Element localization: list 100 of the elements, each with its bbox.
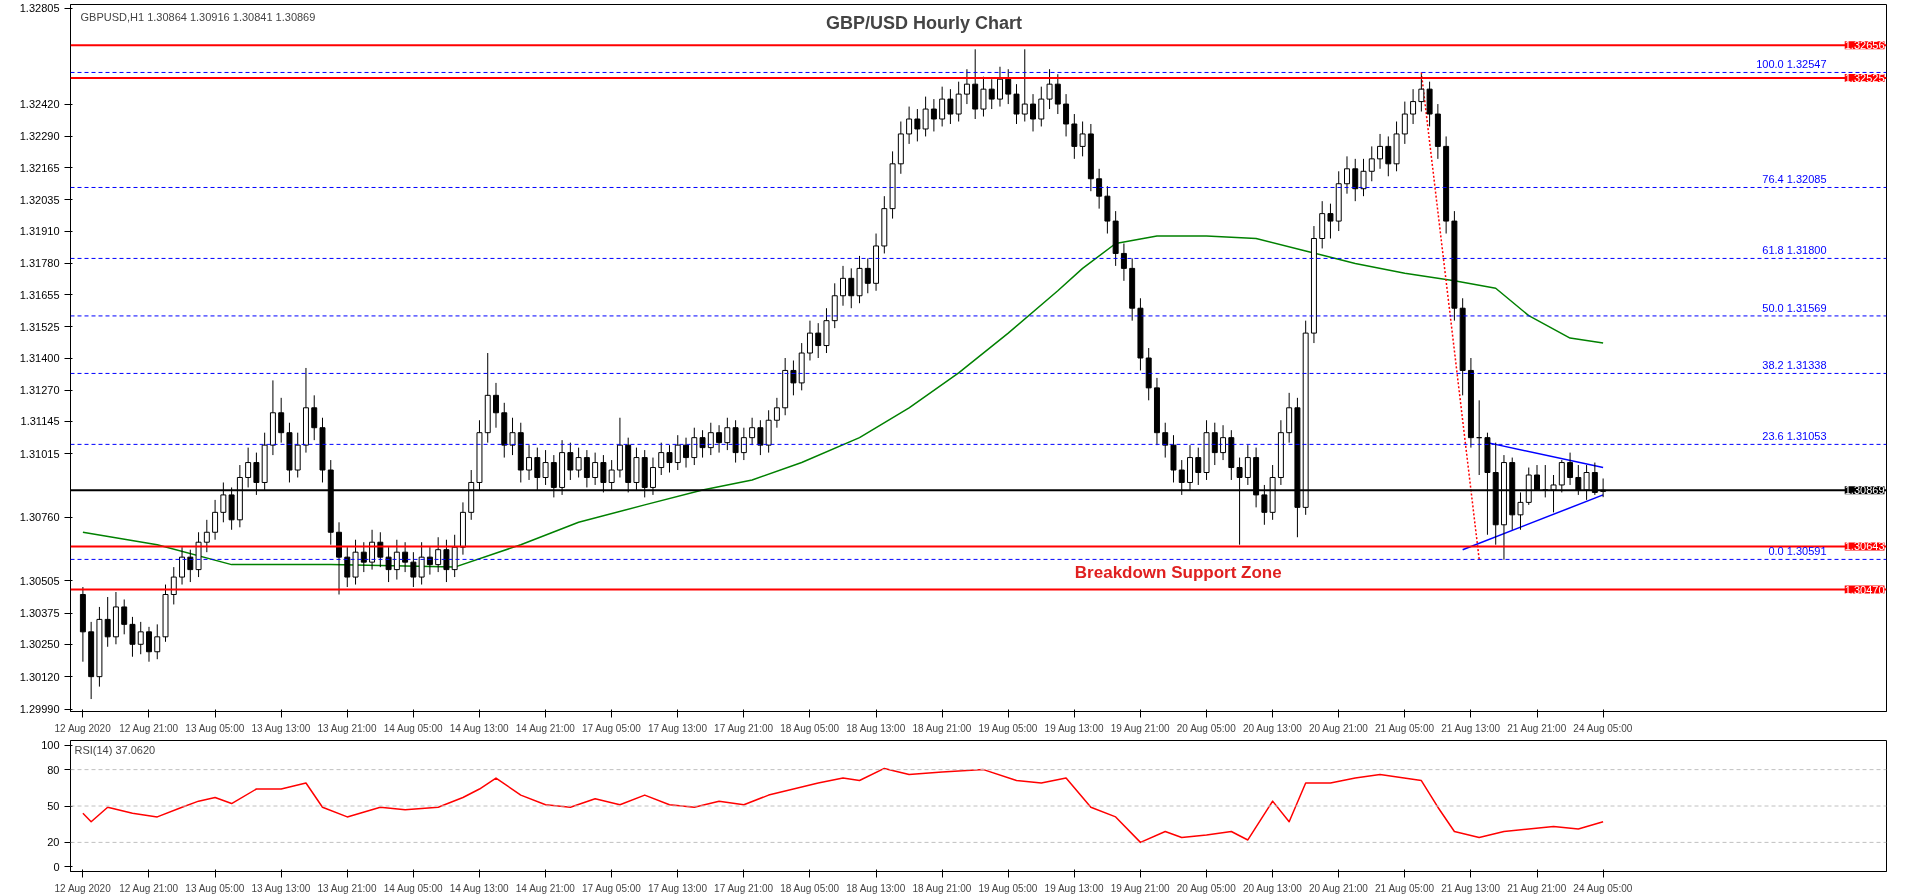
candlestick — [815, 322, 822, 359]
candlestick — [773, 397, 780, 429]
x-tick-label: 20 Aug 13:00 — [1242, 722, 1303, 734]
x-tick-label: 13 Aug 21:00 — [317, 882, 377, 894]
x-tick-label: 12 Aug 2020 — [54, 722, 112, 734]
ref-line-label: 0.0 1.30591 — [1768, 545, 1827, 558]
candlestick — [963, 68, 970, 105]
candlestick — [1410, 88, 1417, 125]
candlestick — [757, 419, 764, 456]
candlestick — [575, 447, 582, 478]
candlestick — [1030, 93, 1037, 132]
x-tick-label: 18 Aug 21:00 — [912, 882, 972, 894]
candlestick — [187, 549, 194, 583]
y-tick-label: 1.32420 — [19, 98, 60, 111]
candlestick — [1096, 168, 1103, 210]
candlestick — [930, 98, 937, 132]
candlestick — [435, 536, 442, 573]
y-tick-label: 50 — [47, 800, 60, 812]
candlestick — [1385, 135, 1392, 177]
candlestick — [410, 551, 417, 588]
candlestick — [840, 265, 846, 307]
y-tick-label: 80 — [47, 763, 60, 776]
x-tick-label: 20 Aug 21:00 — [1308, 882, 1369, 894]
y-tick-label: 1.32290 — [19, 130, 60, 143]
x-tick-label: 20 Aug 05:00 — [1176, 882, 1237, 894]
x-tick-label: 14 Aug 05:00 — [383, 722, 444, 734]
x-tick-label: 21 Aug 13:00 — [1441, 882, 1501, 894]
candlestick — [1046, 68, 1053, 110]
y-tick-label: 1.30120 — [19, 670, 60, 683]
y-tick-label: 1.31270 — [19, 384, 60, 397]
candlestick — [542, 449, 549, 486]
x-tick-label: 19 Aug 13:00 — [1044, 882, 1104, 894]
x-tick-label: 19 Aug 13:00 — [1044, 722, 1104, 734]
candlestick — [311, 394, 318, 441]
chart-title: GBP/USD Hourly Chart — [826, 12, 1023, 33]
candlestick — [360, 541, 367, 573]
candlestick — [1162, 422, 1169, 459]
y-tick-label: 1.29990 — [19, 703, 60, 716]
candlestick — [179, 546, 186, 586]
ref-line-label: 1.30869 — [1844, 484, 1885, 497]
candlestick — [848, 267, 855, 309]
x-tick-label: 17 Aug 13:00 — [648, 722, 708, 734]
candlestick — [1038, 86, 1045, 127]
line-series — [82, 767, 1604, 844]
x-tick-label: 17 Aug 05:00 — [581, 722, 642, 734]
ref-line-label: 1.30643 — [1844, 540, 1885, 553]
candlestick — [393, 539, 400, 581]
candlestick — [567, 442, 574, 481]
candlestick — [154, 623, 161, 660]
candlestick — [699, 429, 706, 459]
candlestick — [724, 417, 731, 451]
x-tick-label: 17 Aug 13:00 — [648, 882, 708, 894]
candlestick — [1567, 452, 1574, 486]
x-tick-label: 20 Aug 13:00 — [1242, 882, 1303, 894]
x-tick-label: 20 Aug 05:00 — [1176, 722, 1237, 734]
x-tick-label: 21 Aug 13:00 — [1441, 722, 1501, 734]
candlestick — [104, 596, 111, 648]
x-tick-label: 19 Aug 05:00 — [978, 722, 1038, 734]
candlestick — [1211, 422, 1218, 466]
x-tick-label: 19 Aug 05:00 — [978, 882, 1038, 894]
y-tick-label: 1.32805 — [19, 2, 60, 15]
x-tick-label: 18 Aug 13:00 — [846, 882, 906, 894]
candlestick — [583, 449, 590, 488]
candlestick — [1352, 158, 1359, 202]
candlestick — [988, 78, 995, 110]
annotation: Breakdown Support Zone — [1074, 563, 1282, 583]
candlestick — [1054, 73, 1061, 115]
candlestick — [1244, 444, 1251, 486]
y-tick-label: 1.31655 — [19, 288, 60, 301]
x-tick-label: 12 Aug 2020 — [54, 882, 112, 894]
ref-line-label: 23.6 1.31053 — [1762, 430, 1827, 443]
candlestick — [1005, 68, 1012, 105]
candlestick — [592, 452, 599, 486]
candlestick — [666, 444, 673, 474]
x-tick-label: 12 Aug 21:00 — [119, 722, 179, 734]
candlestick — [716, 424, 723, 454]
x-tick-label: 17 Aug 05:00 — [581, 882, 642, 894]
candlestick — [1344, 155, 1350, 195]
candlestick — [170, 566, 177, 605]
x-tick-label: 13 Aug 13:00 — [251, 722, 311, 734]
annotation: GBPUSD,H1 1.30864 1.30916 1.30841 1.30869 — [80, 10, 316, 23]
x-tick-label: 14 Aug 05:00 — [383, 882, 444, 894]
x-tick-label: 17 Aug 21:00 — [714, 882, 774, 894]
x-tick-label: 14 Aug 21:00 — [515, 882, 576, 894]
candlestick — [658, 442, 665, 476]
x-tick-label: 13 Aug 13:00 — [251, 882, 311, 894]
candlestick — [683, 437, 689, 469]
candlestick — [1079, 121, 1086, 157]
candlestick — [1220, 424, 1227, 461]
candlestick — [790, 359, 797, 396]
x-tick-label: 18 Aug 05:00 — [780, 882, 840, 894]
ref-line-label: 76.4 1.32085 — [1762, 173, 1827, 186]
x-tick-label: 18 Aug 05:00 — [780, 722, 840, 734]
y-tick-label: 1.31400 — [19, 352, 60, 364]
candlestick — [402, 541, 409, 573]
chart-title: RSI(14) 37.0620 — [74, 743, 156, 756]
y-tick-label: 1.31015 — [19, 447, 60, 460]
candlestick — [980, 76, 987, 118]
y-tick-label: 1.30505 — [19, 574, 60, 587]
candlestick — [1021, 48, 1028, 122]
